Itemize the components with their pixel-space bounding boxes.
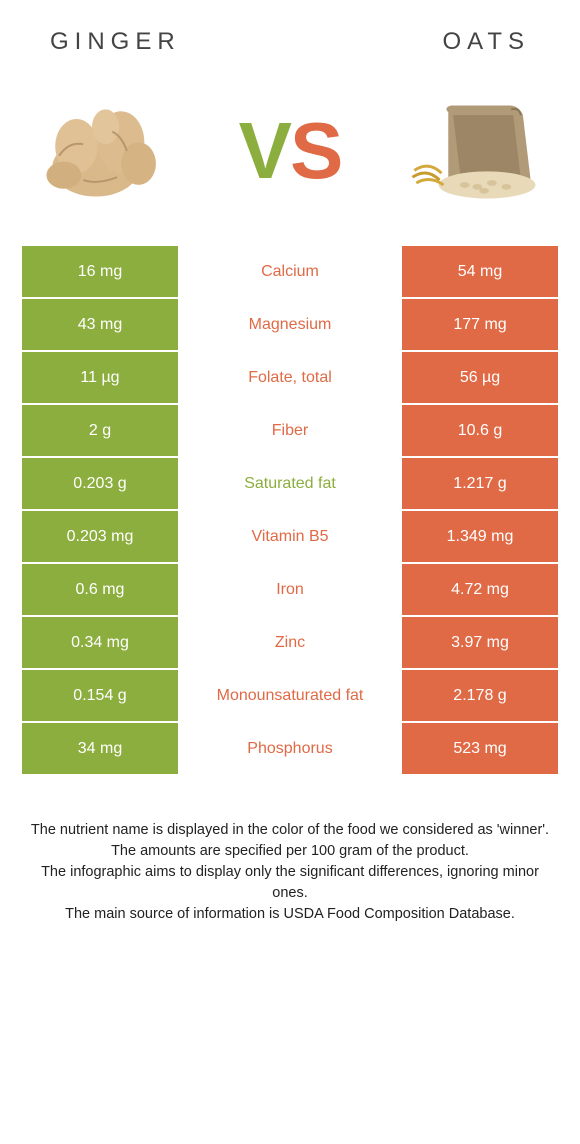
nutrient-label: Zinc	[178, 617, 402, 668]
value-left: 11 µg	[22, 352, 178, 403]
food-title-left: GINGER	[50, 28, 181, 56]
table-row: 0.203 gSaturated fat1.217 g	[22, 458, 558, 509]
footer-line-2: The amounts are specified per 100 gram o…	[30, 841, 550, 862]
value-left: 0.34 mg	[22, 617, 178, 668]
value-right: 3.97 mg	[402, 617, 558, 668]
table-row: 0.203 mgVitamin B51.349 mg	[22, 511, 558, 562]
value-right: 177 mg	[402, 299, 558, 350]
table-row: 2 gFiber10.6 g	[22, 405, 558, 456]
table-row: 16 mgCalcium54 mg	[22, 246, 558, 297]
vs-label: VS	[239, 111, 342, 191]
nutrient-label: Iron	[178, 564, 402, 615]
value-left: 0.203 mg	[22, 511, 178, 562]
value-left: 0.203 g	[22, 458, 178, 509]
nutrient-label: Vitamin B5	[178, 511, 402, 562]
value-left: 34 mg	[22, 723, 178, 774]
value-right: 523 mg	[402, 723, 558, 774]
table-row: 43 mgMagnesium177 mg	[22, 299, 558, 350]
header: GINGER OATS	[0, 0, 580, 66]
table-row: 34 mgPhosphorus523 mg	[22, 723, 558, 774]
footer-line-3: The infographic aims to display only the…	[30, 862, 550, 904]
nutrient-table: 16 mgCalcium54 mg43 mgMagnesium177 mg11 …	[0, 246, 580, 774]
nutrient-label: Monounsaturated fat	[178, 670, 402, 721]
table-row: 0.34 mgZinc3.97 mg	[22, 617, 558, 668]
value-right: 1.349 mg	[402, 511, 558, 562]
nutrient-label: Calcium	[178, 246, 402, 297]
value-right: 56 µg	[402, 352, 558, 403]
food-title-right: OATS	[442, 28, 530, 56]
table-row: 0.6 mgIron4.72 mg	[22, 564, 558, 615]
value-left: 2 g	[22, 405, 178, 456]
table-row: 0.154 gMonounsaturated fat2.178 g	[22, 670, 558, 721]
footer-notes: The nutrient name is displayed in the co…	[0, 776, 580, 945]
nutrient-label: Magnesium	[178, 299, 402, 350]
table-row: 11 µgFolate, total56 µg	[22, 352, 558, 403]
nutrient-label: Phosphorus	[178, 723, 402, 774]
value-right: 54 mg	[402, 246, 558, 297]
value-right: 2.178 g	[402, 670, 558, 721]
value-left: 0.154 g	[22, 670, 178, 721]
oats-image	[395, 86, 550, 216]
nutrient-label: Saturated fat	[178, 458, 402, 509]
value-right: 4.72 mg	[402, 564, 558, 615]
value-left: 0.6 mg	[22, 564, 178, 615]
nutrient-label: Folate, total	[178, 352, 402, 403]
nutrient-label: Fiber	[178, 405, 402, 456]
value-right: 1.217 g	[402, 458, 558, 509]
footer-line-4: The main source of information is USDA F…	[30, 904, 550, 925]
footer-line-1: The nutrient name is displayed in the co…	[30, 820, 550, 841]
vs-s: S	[290, 106, 341, 195]
value-left: 43 mg	[22, 299, 178, 350]
infographic: GINGER OATS VS	[0, 0, 580, 945]
vs-v: V	[239, 106, 290, 195]
hero-row: VS	[0, 66, 580, 246]
ginger-image	[30, 86, 185, 216]
value-right: 10.6 g	[402, 405, 558, 456]
value-left: 16 mg	[22, 246, 178, 297]
